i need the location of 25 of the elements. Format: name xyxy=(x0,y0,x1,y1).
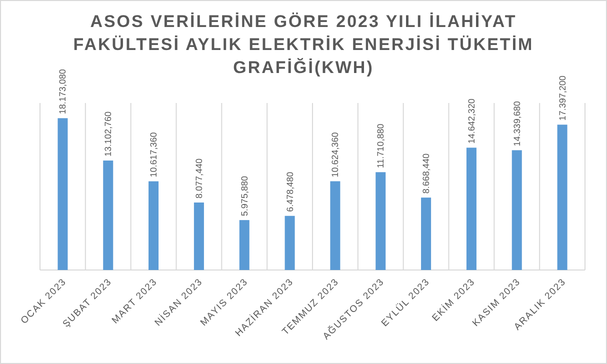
bar xyxy=(194,202,204,270)
bar xyxy=(103,160,114,270)
bar xyxy=(284,216,295,270)
bar xyxy=(239,220,250,270)
data-label: 14.339,680 xyxy=(512,101,522,146)
data-label: 11.710,880 xyxy=(376,124,386,168)
bar xyxy=(512,150,522,270)
data-label: 8.668,440 xyxy=(421,154,432,194)
chart-title: ASOS VERİLERİNE GÖRE 2023 YILI İLAHİYAT FAKÜLTESİ AYLIK ELEKTRİK ENERJİSİ TÜKETİM GRAFİĞİ(KWH) xyxy=(73,12,534,77)
bar xyxy=(466,148,476,270)
data-label: 6.478,480 xyxy=(284,172,295,212)
bar xyxy=(421,198,432,270)
bar xyxy=(557,124,568,270)
data-label: 10.624,360 xyxy=(330,132,340,178)
data-label: 18.173,080 xyxy=(58,69,68,114)
bar xyxy=(58,118,68,270)
bar xyxy=(376,172,386,270)
data-label: 5.975,880 xyxy=(239,176,250,216)
data-label: 13.102,760 xyxy=(103,111,114,157)
data-label: 8.077,440 xyxy=(194,158,204,199)
bar xyxy=(330,181,340,270)
data-label: 17.397,200 xyxy=(557,76,568,121)
data-label: 10.617,360 xyxy=(148,132,159,178)
bar xyxy=(148,181,159,270)
data-label: 14.642,320 xyxy=(466,98,476,144)
